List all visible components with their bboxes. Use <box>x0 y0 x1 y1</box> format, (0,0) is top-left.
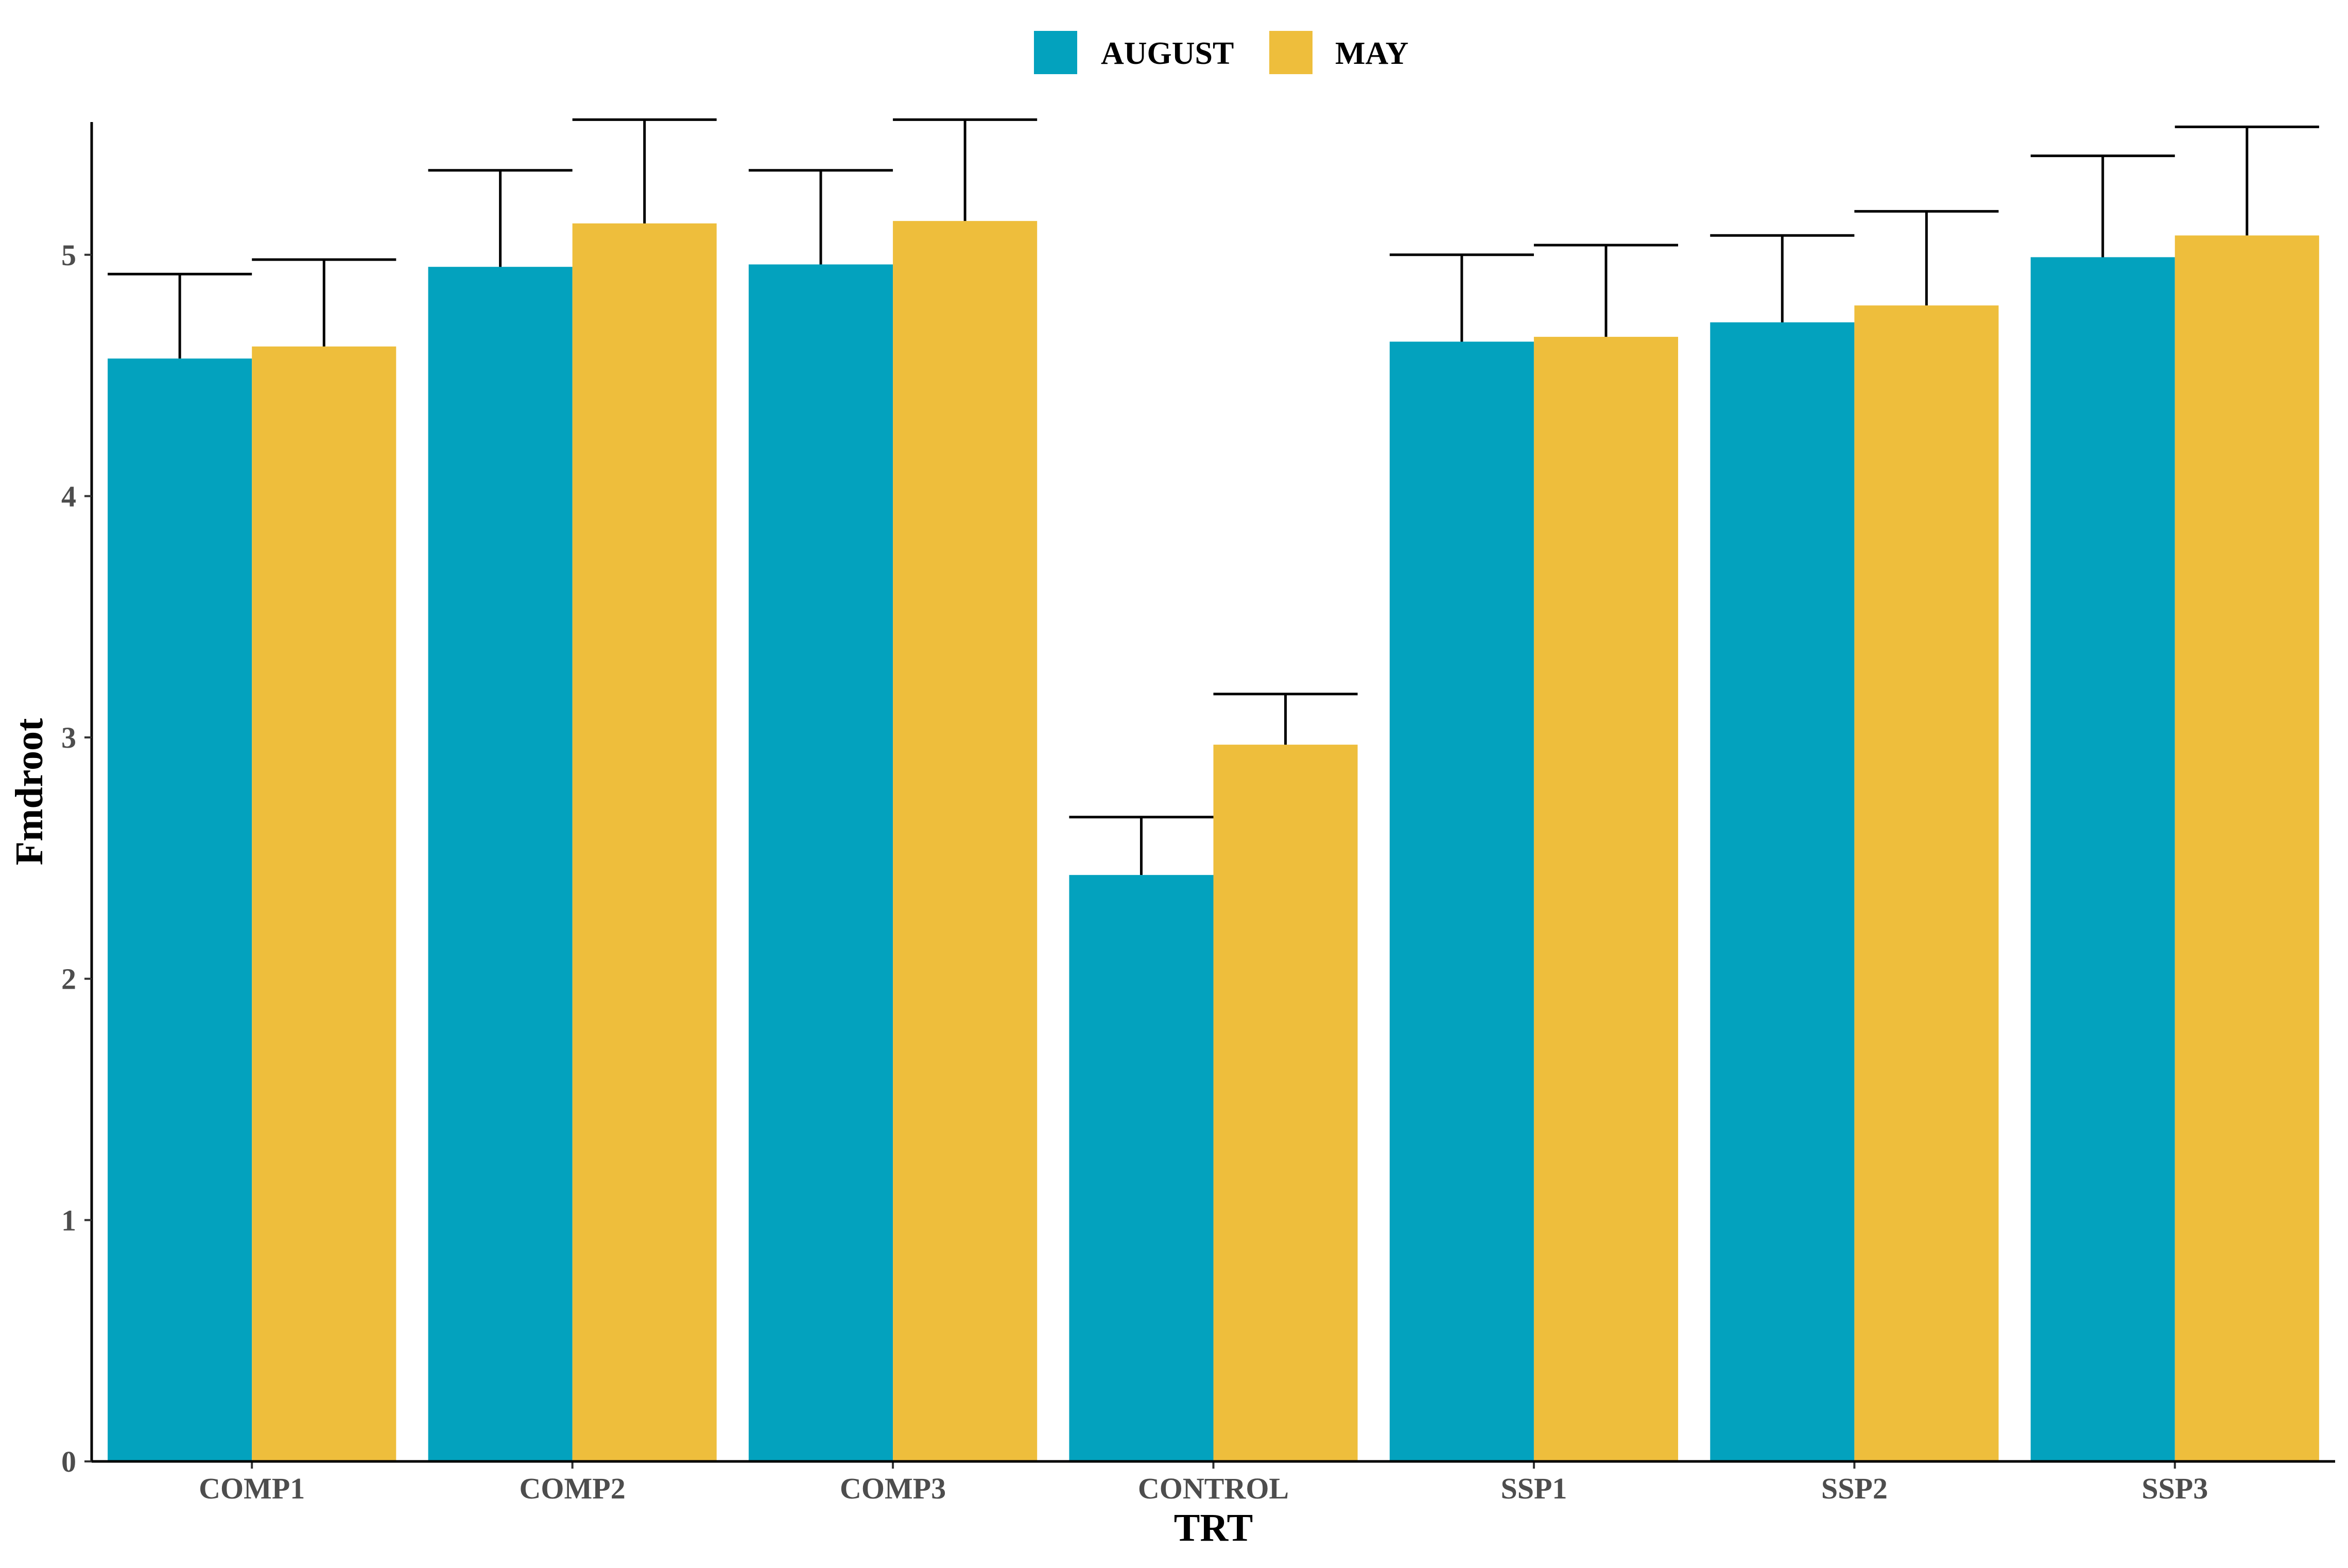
legend-label-may: MAY <box>1335 36 1408 71</box>
bar-control-august <box>1069 875 1214 1461</box>
errorbar-ssp1-august <box>1389 253 1534 342</box>
y-tick-label: 3 <box>61 721 76 754</box>
errorbar-comp3-may <box>893 118 1038 221</box>
bars-layer <box>108 221 2319 1462</box>
errorbar-comp1-august <box>108 272 252 359</box>
errorbar-control-august <box>1069 816 1214 875</box>
bar-comp1-august <box>108 358 252 1462</box>
errorbar-ssp2-august <box>1710 234 1855 322</box>
x-tick-label: SSP1 <box>1500 1472 1567 1505</box>
y-tick-label: 4 <box>61 479 76 513</box>
x-tick-label: SSP2 <box>1821 1472 1888 1505</box>
bar-comp3-august <box>748 264 893 1461</box>
x-axis-title: TRT <box>1174 1506 1253 1549</box>
errorbar-control-may <box>1213 693 1358 745</box>
errorbar-ssp3-may <box>2174 125 2319 236</box>
errorbar-ssp2-may <box>1854 210 1999 306</box>
y-tick-label: 0 <box>61 1445 76 1478</box>
x-tick-label: COMP1 <box>199 1472 305 1505</box>
bar-ssp3-august <box>2030 257 2175 1461</box>
bar-ssp2-may <box>1854 305 1999 1462</box>
bar-control-may <box>1213 745 1358 1461</box>
legend-label-august: AUGUST <box>1101 36 1234 71</box>
bar-ssp1-may <box>1533 337 1679 1462</box>
errorbar-comp1-may <box>252 258 396 347</box>
bar-ssp3-may <box>2174 235 2319 1461</box>
x-tick-label: COMP3 <box>840 1472 946 1505</box>
error-bars-layer <box>108 118 2319 875</box>
legend-swatch-may <box>1269 31 1313 74</box>
bar-comp1-may <box>252 346 396 1461</box>
bar-ssp1-august <box>1389 341 1534 1462</box>
y-tick-label: 1 <box>61 1203 76 1237</box>
axes-layer: COMP1 COMP2 COMP3 CONTROL SSP1 SSP2 SSP3 0 1 2 3 4 5 <box>61 122 2335 1505</box>
bar-ssp2-august <box>1710 322 1855 1461</box>
errorbar-ssp1-may <box>1533 244 1679 337</box>
legend-swatch-august <box>1034 31 1077 74</box>
errorbar-comp3-august <box>748 169 893 265</box>
bar-comp2-august <box>428 267 573 1461</box>
bar-comp3-may <box>893 221 1038 1461</box>
errorbar-comp2-august <box>428 169 573 267</box>
y-tick-label: 5 <box>61 238 76 272</box>
errorbar-comp2-may <box>572 118 717 223</box>
y-tick-label: 2 <box>61 962 76 996</box>
bar-comp2-may <box>572 223 717 1461</box>
x-tick-label: COMP2 <box>520 1472 626 1505</box>
y-axis-title: Fmdroot <box>8 718 51 866</box>
x-tick-label: CONTROL <box>1138 1472 1289 1505</box>
x-tick-label: SSP3 <box>2142 1472 2208 1505</box>
errorbar-ssp3-august <box>2030 154 2175 257</box>
legend: AUGUST MAY <box>1034 31 1408 74</box>
